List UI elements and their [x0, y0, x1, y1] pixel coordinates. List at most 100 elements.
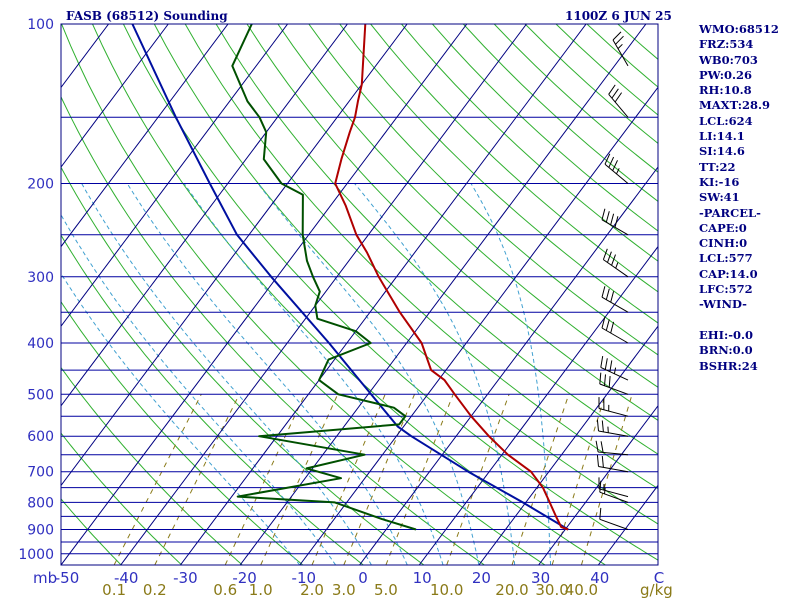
wind-barb: [601, 286, 629, 313]
chart-time: 1100Z 6 JUN 25: [565, 9, 672, 23]
temperature-tick-label: -30: [173, 569, 198, 587]
profiles: [131, 24, 569, 531]
dry-adiabat-line: [61, 366, 243, 565]
index-item: PW:0.26: [699, 67, 753, 82]
index-item: SI:14.6: [699, 144, 745, 159]
wind-barb: [599, 372, 629, 395]
wind-barb: [598, 477, 629, 498]
temperature-tick-label: 0: [358, 569, 368, 587]
mixing-ratio-tick-label: 2.0: [300, 581, 324, 599]
wind-barb: [595, 440, 629, 456]
isotherms: [61, 24, 658, 565]
moist-adiabats: [61, 183, 551, 565]
index-item: BSHR:24: [699, 358, 758, 373]
pressure-tick-label: 1000: [18, 547, 54, 563]
isotherm-line: [239, 24, 647, 565]
temperature-tick-label: -50: [55, 569, 80, 587]
index-item: LCL:577: [699, 251, 753, 266]
index-item: SW:41: [699, 190, 740, 205]
isotherm-line: [299, 86, 658, 565]
pressure-tick-labels: 100 200 300 400 500 600 700 800 900 1000: [18, 17, 54, 563]
mixing-ratio-tick-label: 1.0: [249, 581, 273, 599]
isotherm-line: [61, 24, 348, 407]
dry-adiabat-line: [61, 300, 304, 565]
pressure-tick-label: 800: [27, 495, 54, 511]
pressure-tick-label: 700: [27, 465, 54, 481]
moist-adiabat-line: [183, 183, 444, 565]
wind-barb: [604, 153, 629, 184]
mixing-ratio-tick-label: 0.6: [213, 581, 237, 599]
moist-adiabat-line: [126, 183, 408, 565]
dry-adiabat-line: [153, 24, 658, 525]
mixing-ratio-tick-label: 30.0: [535, 581, 568, 599]
mixing-ratio-tick-labels: 0.1 0.2 0.6 1.0 2.0 3.0 5.0 10.0 20.0 30.040.0: [102, 581, 598, 599]
index-item: WB0:703: [699, 52, 758, 67]
pressure-tick-label: 500: [27, 387, 54, 403]
dewpoint-trace: [231, 24, 417, 531]
temperature-tick-labels: -50 -40 -30 -20 -10 0 10 20 30 40 C: [55, 569, 664, 587]
index-item: BRN:0.0: [699, 343, 753, 358]
isotherm-line: [61, 24, 229, 248]
mixing-ratio-tick-label: 3.0: [332, 581, 356, 599]
moist-adiabat-line: [61, 213, 337, 565]
index-item: LCL:624: [699, 113, 753, 128]
dry-adiabat-line: [339, 24, 658, 324]
index-item: LI:14.1: [699, 129, 745, 144]
temperature-tick-label: 40: [590, 569, 609, 587]
index-item: LFC:572: [699, 282, 753, 297]
mixing-ratio-line: [446, 394, 510, 565]
pressure-tick-label: 200: [27, 177, 54, 193]
wind-barb: [598, 397, 629, 417]
mixing-ratio-line: [343, 394, 415, 565]
parcel-trace: [131, 24, 569, 531]
temperature-tick-label: -40: [114, 569, 139, 587]
moist-adiabat-line: [81, 183, 372, 565]
isotherm-line: [179, 24, 587, 565]
index-item: -WIND-: [699, 297, 747, 312]
dry-adiabat-line: [61, 234, 364, 565]
dry-adiabat-line: [61, 166, 425, 565]
dry-adiabat-line: [184, 24, 658, 490]
dry-adiabat-line: [308, 24, 658, 356]
dry-adiabat-line: [246, 24, 658, 421]
mixing-ratio-tick-label: 40.0: [565, 581, 598, 599]
isotherm-line: [538, 404, 658, 565]
mixing-ratio-tick-label: 5.0: [374, 581, 398, 599]
index-item: CAPE:0: [699, 220, 747, 235]
stability-indices-panel: WMO:68512 FRZ:534 WB0:703 PW:0.26 RH:10.8 MAX…: [699, 22, 779, 374]
wind-barb: [596, 419, 629, 437]
dry-adiabat-line: [61, 95, 485, 565]
index-item: TT:22: [699, 159, 736, 174]
dry-adiabat-line: [277, 24, 658, 388]
isotherm-line: [120, 24, 527, 565]
mixing-ratio-tick-label: 20.0: [495, 581, 528, 599]
index-item: WMO:68512: [699, 22, 779, 36]
temperature-tick-label: 30: [531, 569, 550, 587]
mixing-ratio-line: [154, 394, 240, 565]
index-item: CINH:0: [699, 236, 748, 251]
wind-barb: [608, 84, 629, 118]
pressure-tick-label: 300: [27, 270, 54, 286]
dry-adiabats: [61, 24, 658, 565]
wind-barb: [600, 356, 629, 381]
plot-frame: [60, 23, 659, 566]
wind-barb: [599, 507, 629, 530]
pressure-tick-label: 100: [27, 17, 54, 33]
temperature-trace: [334, 24, 569, 531]
index-item: [699, 313, 779, 328]
temperature-tick-label: 10: [413, 569, 432, 587]
index-item: EHI:-0.0: [699, 327, 754, 342]
wind-barbs: [595, 31, 629, 530]
mixing-ratio-unit-label: g/kg: [640, 581, 673, 599]
dry-adiabat-line: [92, 24, 606, 565]
chart-title: FASB (68512) Sounding: [66, 9, 228, 23]
index-item: FRZ:534: [699, 37, 754, 52]
isotherm-line: [61, 24, 468, 565]
index-item: RH:10.8: [699, 83, 752, 98]
isotherm-line: [61, 24, 289, 328]
index-item: MAXT:28.9: [699, 98, 770, 113]
isotherm-line: [418, 245, 658, 565]
isotherm-line: [359, 166, 658, 565]
mixing-ratio-lines: [113, 394, 633, 565]
index-item: CAP:14.0: [699, 266, 758, 281]
